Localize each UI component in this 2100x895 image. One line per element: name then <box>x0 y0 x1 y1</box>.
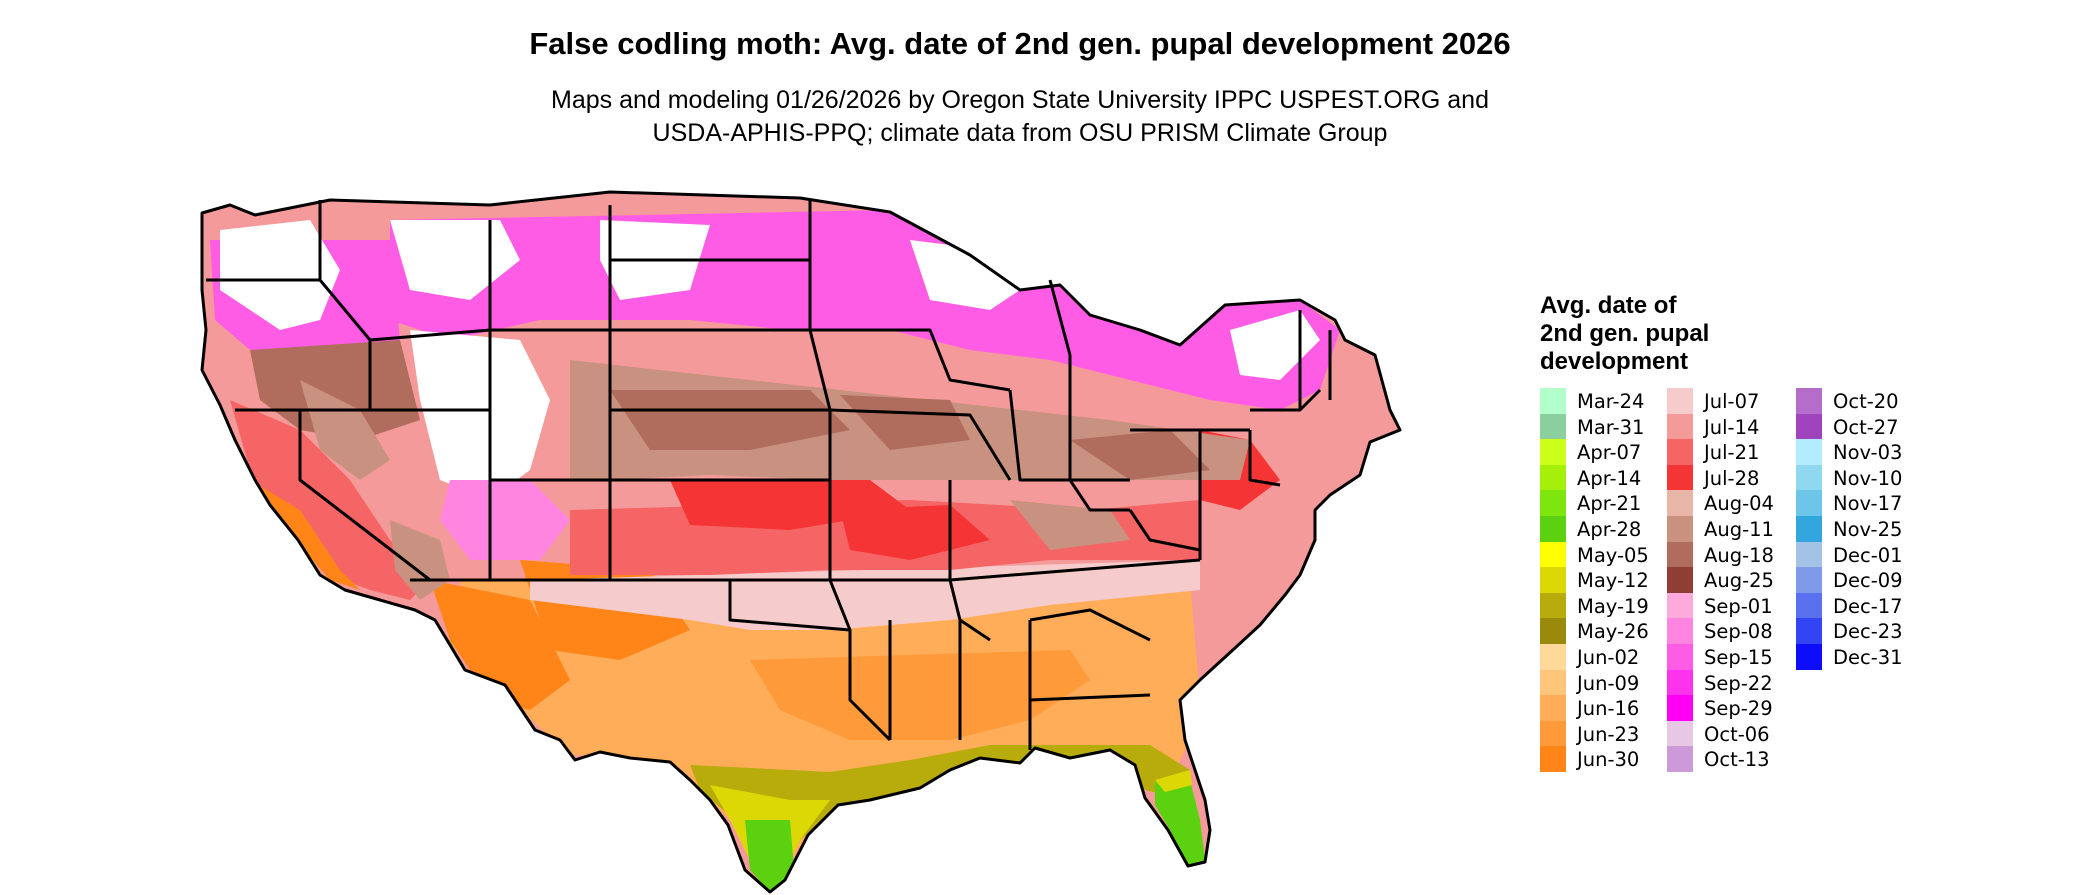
legend-label: Nov-03 <box>1833 441 1903 465</box>
legend-swatch <box>1540 695 1566 721</box>
legend-swatch <box>1667 695 1693 721</box>
legend-title-line-2: 2nd gen. pupal <box>1540 320 1710 347</box>
legend-swatch <box>1796 413 1822 440</box>
legend-swatch <box>1796 567 1822 593</box>
legend-label: Dec-17 <box>1833 594 1903 618</box>
legend-label: Apr-14 <box>1577 466 1642 490</box>
legend-label: Jul-14 <box>1704 415 1760 439</box>
legend-label: Mar-31 <box>1577 415 1645 439</box>
legend-title: Avg. date of 2nd gen. pupal development <box>1540 292 1780 376</box>
legend-label: Jun-23 <box>1577 722 1640 746</box>
legend-swatch <box>1667 618 1693 644</box>
legend-swatch <box>1667 567 1693 593</box>
legend-swatch <box>1796 592 1822 619</box>
legend-label: Sep-29 <box>1704 697 1773 721</box>
legend-swatch <box>1540 541 1566 568</box>
subtitle-line-2: USDA-APHIS-PPQ; climate data from OSU PR… <box>652 119 1388 147</box>
legend-swatch <box>1796 464 1822 491</box>
legend-swatch <box>1796 618 1822 644</box>
legend-label: May-19 <box>1577 594 1649 618</box>
map-title: False codling moth: Avg. date of 2nd gen… <box>529 26 1511 61</box>
legend-swatch <box>1796 388 1822 414</box>
legend-label: May-05 <box>1577 543 1649 567</box>
legend-swatch <box>1667 439 1693 465</box>
legend-label: Oct-27 <box>1833 415 1899 439</box>
legend-label: Sep-15 <box>1704 645 1773 669</box>
legend-label: Dec-31 <box>1833 645 1903 669</box>
legend-label: Jul-28 <box>1704 466 1760 490</box>
us-pupal-development-map <box>200 190 1402 894</box>
legend-label: Aug-18 <box>1704 543 1774 567</box>
legend-swatch <box>1667 541 1693 568</box>
legend-swatch <box>1540 618 1566 644</box>
legend-swatch <box>1540 515 1566 542</box>
legend-label: Aug-25 <box>1704 569 1774 593</box>
legend-swatch <box>1796 490 1822 516</box>
legend-swatch <box>1540 720 1566 747</box>
legend-label: Oct-20 <box>1833 390 1899 413</box>
subtitle-line-1: Maps and modeling 01/26/2026 by Oregon S… <box>551 86 1489 114</box>
legend-swatch <box>1667 643 1693 670</box>
legend-swatch <box>1540 592 1566 619</box>
legend-swatch <box>1540 643 1566 670</box>
legend-swatch <box>1540 388 1566 414</box>
legend-swatch <box>1667 413 1693 440</box>
legend-label: Aug-11 <box>1704 517 1774 541</box>
state-boundaries <box>200 190 1402 894</box>
legend-swatch <box>1667 490 1693 516</box>
legend-label: Sep-22 <box>1704 671 1773 695</box>
legend-title-line-1: Avg. date of <box>1540 292 1677 319</box>
legend-label: Dec-23 <box>1833 620 1903 644</box>
legend-label: Dec-09 <box>1833 569 1903 593</box>
legend-label: Aug-04 <box>1704 492 1774 516</box>
legend-swatch <box>1667 746 1693 772</box>
legend-swatch <box>1667 720 1693 747</box>
legend-label: May-12 <box>1577 569 1649 593</box>
legend-label: May-26 <box>1577 620 1649 644</box>
map-subtitle: Maps and modeling 01/26/2026 by Oregon S… <box>0 84 2040 150</box>
legend-label: Apr-07 <box>1577 441 1642 465</box>
legend-label: Oct-13 <box>1704 748 1770 772</box>
legend-label: Oct-06 <box>1704 722 1770 746</box>
legend-title-line-3: development <box>1540 348 1689 375</box>
legend-label: Jul-21 <box>1704 441 1760 465</box>
legend-swatch <box>1540 567 1566 593</box>
legend-label: Jun-30 <box>1577 748 1640 772</box>
legend-swatch <box>1540 413 1566 440</box>
legend-label: Apr-21 <box>1577 492 1642 516</box>
legend-label: Jun-16 <box>1577 697 1640 721</box>
legend-swatch <box>1796 541 1822 568</box>
legend-label: Sep-01 <box>1704 594 1773 618</box>
legend-label: Apr-28 <box>1577 517 1642 541</box>
legend-label: Nov-10 <box>1833 466 1903 490</box>
legend-swatch <box>1796 515 1822 542</box>
legend-swatch <box>1540 490 1566 516</box>
legend-label: Nov-25 <box>1833 517 1903 541</box>
legend-swatch <box>1667 515 1693 542</box>
legend-swatch <box>1667 592 1693 619</box>
legend-swatch <box>1667 388 1693 414</box>
legend-swatch <box>1540 746 1566 772</box>
legend-label: Jul-07 <box>1704 390 1760 413</box>
legend-label: Sep-08 <box>1704 620 1773 644</box>
legend-swatch <box>1667 464 1693 491</box>
legend-label: Dec-01 <box>1833 543 1903 567</box>
legend-label: Jun-09 <box>1577 671 1640 695</box>
legend-label: Mar-24 <box>1577 390 1645 413</box>
legend-swatch <box>1540 669 1566 696</box>
legend-swatch <box>1796 439 1822 465</box>
legend-label: Jun-02 <box>1577 645 1640 669</box>
legend-swatch <box>1540 464 1566 491</box>
legend-label: Nov-17 <box>1833 492 1903 516</box>
legend-swatch <box>1796 643 1822 670</box>
legend-swatch <box>1540 439 1566 465</box>
legend-swatch <box>1667 669 1693 696</box>
pupal-date-regions <box>202 192 1400 892</box>
